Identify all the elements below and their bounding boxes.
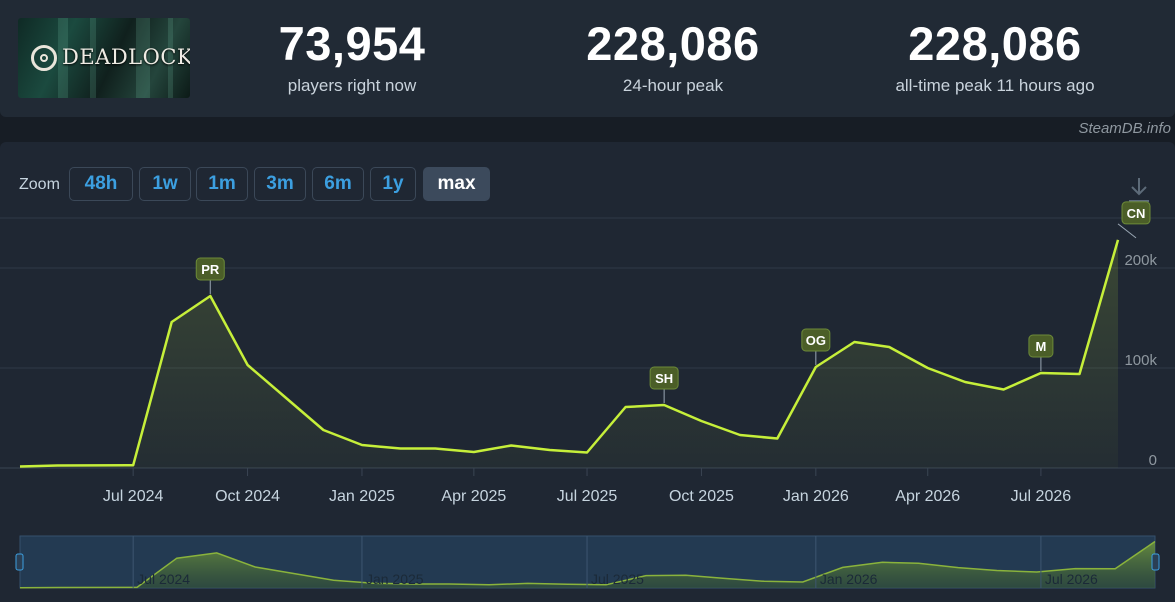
zoom-max-button[interactable]: max <box>423 167 490 201</box>
y-tick-label: 0 <box>1149 452 1157 469</box>
current-players-label: players right now <box>287 76 417 95</box>
navigator-tick-label: Jan 2025 <box>366 571 424 587</box>
navigator-right-handle[interactable] <box>1151 553 1160 571</box>
chart-navigator[interactable]: Jul 2024 Jan 2025 Jul 2025 Jan 2026 Jul 2026 <box>15 535 1160 589</box>
steamdb-credit[interactable]: SteamDB.info <box>1078 120 1171 137</box>
zoom-1m-button[interactable]: 1m <box>196 167 248 201</box>
all-time-peak-stat: 228,086 all-time peak 11 hours ago <box>845 18 1145 96</box>
stats-header: DEADLOCK 73,954 players right now 228,08… <box>0 0 1175 117</box>
day-peak-label: 24-hour peak <box>622 76 724 95</box>
x-tick-label: Jul 2024 <box>103 488 164 505</box>
all-time-peak-label: all-time peak 11 hours ago <box>895 76 1095 95</box>
x-tick-label: Apr 2025 <box>441 488 506 505</box>
zoom-48h-button[interactable]: 48h <box>69 167 133 201</box>
x-tick-label: Oct 2024 <box>215 488 280 505</box>
flag-m[interactable] <box>1028 334 1054 358</box>
x-tick-label: Jan 2026 <box>783 488 849 505</box>
zoom-6m-button[interactable]: 6m <box>312 167 364 201</box>
current-players-value: 73,954 <box>278 17 426 70</box>
flag-cn[interactable] <box>1121 201 1151 225</box>
flag-pr[interactable] <box>195 257 225 281</box>
flag-sh[interactable] <box>649 366 679 390</box>
logo-text: DEADLOCK <box>62 45 190 69</box>
navigator-tick-label: Jul 2024 <box>137 571 190 587</box>
x-tick-label: Apr 2026 <box>895 488 960 505</box>
download-icon[interactable] <box>1127 176 1151 204</box>
navigator-tick-label: Jul 2025 <box>591 571 644 587</box>
flag-label: CN <box>1127 206 1146 221</box>
flag-label: OG <box>806 333 826 348</box>
x-tick-label: Jul 2026 <box>1011 488 1072 505</box>
series-area <box>20 239 1118 468</box>
x-axis: Jul 2024 Oct 2024 Jan 2025 Apr 2025 Jul 2025… <box>103 468 1071 505</box>
flag-label: SH <box>655 371 673 386</box>
day-peak-stat: 228,086 24-hour peak <box>523 18 823 96</box>
navigator-area <box>20 541 1155 588</box>
y-tick-label: 100k <box>1124 352 1157 369</box>
series-line[interactable] <box>19 239 1120 468</box>
event-flags: PR SH OG M CN <box>195 201 1151 403</box>
zoom-1y-button[interactable]: 1y <box>370 167 416 201</box>
zoom-3m-button[interactable]: 3m <box>254 167 306 201</box>
x-tick-label: Jul 2025 <box>557 488 618 505</box>
all-time-peak-value: 228,086 <box>908 17 1082 70</box>
flag-og[interactable] <box>801 328 831 352</box>
deadlock-emblem-icon <box>31 45 57 71</box>
navigator-tick-label: Jan 2026 <box>820 571 878 587</box>
game-logo[interactable]: DEADLOCK <box>18 18 190 98</box>
player-count-chart[interactable]: 0 100k 200k Jul 2024 Oct 2024 Jan 2025 Apr 20… <box>0 142 1175 602</box>
navigator-left-handle[interactable] <box>15 553 24 571</box>
x-tick-label: Jan 2025 <box>329 488 395 505</box>
zoom-label: Zoom <box>19 176 60 193</box>
flag-label: PR <box>201 262 220 277</box>
y-tick-label: 200k <box>1124 252 1157 269</box>
current-players-stat: 73,954 players right now <box>202 18 502 96</box>
y-axis: 0 100k 200k <box>1124 252 1157 469</box>
x-tick-label: Oct 2025 <box>669 488 734 505</box>
navigator-tick-label: Jul 2026 <box>1045 571 1098 587</box>
flag-stem <box>1117 223 1137 239</box>
day-peak-value: 228,086 <box>586 17 760 70</box>
zoom-1w-button[interactable]: 1w <box>139 167 191 201</box>
flag-label: M <box>1035 339 1046 354</box>
navigator-line <box>19 540 1156 589</box>
